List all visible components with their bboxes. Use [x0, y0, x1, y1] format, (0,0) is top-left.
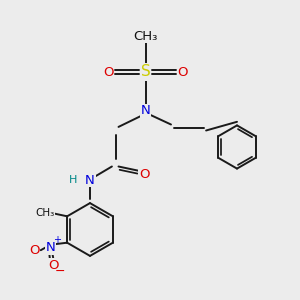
Text: N: N [141, 104, 150, 118]
Text: N: N [46, 241, 56, 254]
Text: H: H [69, 175, 78, 185]
Text: N: N [85, 173, 95, 187]
Text: CH₃: CH₃ [35, 208, 54, 218]
Text: O: O [103, 65, 113, 79]
Text: S: S [141, 64, 150, 80]
Text: +: + [53, 235, 61, 245]
Text: CH₃: CH₃ [133, 29, 158, 43]
Text: O: O [29, 244, 39, 257]
Text: −: − [55, 265, 65, 278]
Text: O: O [178, 65, 188, 79]
Text: O: O [48, 259, 59, 272]
Text: O: O [139, 167, 149, 181]
